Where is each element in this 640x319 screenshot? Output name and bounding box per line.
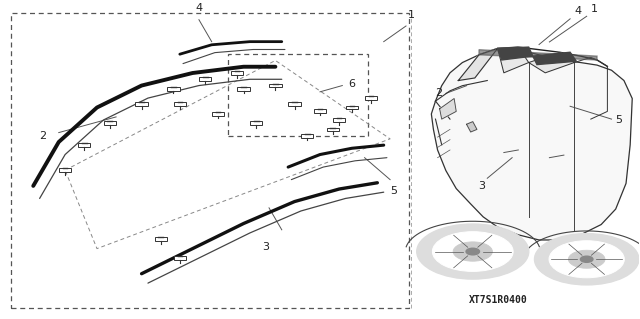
Text: XT7S1R0400: XT7S1R0400	[469, 295, 528, 305]
Text: 2: 2	[436, 88, 443, 98]
Bar	[237, 87, 250, 91]
Polygon shape	[467, 122, 477, 132]
Bar	[199, 78, 211, 81]
Text: 4: 4	[574, 6, 581, 16]
Polygon shape	[533, 52, 577, 64]
Text: 1: 1	[408, 10, 415, 20]
Text: 2: 2	[39, 131, 46, 141]
Circle shape	[580, 256, 593, 262]
Circle shape	[433, 232, 513, 271]
Bar	[228, 54, 368, 136]
Bar	[173, 256, 186, 260]
Polygon shape	[498, 47, 533, 60]
Bar	[346, 106, 358, 109]
Bar	[333, 118, 345, 122]
Bar	[173, 102, 186, 106]
Polygon shape	[440, 99, 456, 119]
Polygon shape	[498, 47, 529, 73]
Bar	[104, 121, 116, 125]
Text: 6: 6	[349, 79, 356, 89]
Circle shape	[453, 242, 492, 261]
Bar	[212, 112, 224, 116]
Bar	[314, 109, 326, 113]
Polygon shape	[431, 50, 632, 240]
Bar	[269, 84, 282, 87]
Polygon shape	[479, 50, 597, 60]
Bar	[231, 71, 243, 75]
Text: 5: 5	[390, 186, 397, 196]
Bar	[11, 13, 409, 308]
Bar	[136, 102, 148, 106]
Text: 1: 1	[591, 4, 598, 14]
Bar	[59, 168, 71, 172]
Circle shape	[534, 234, 639, 285]
Circle shape	[417, 224, 529, 279]
Circle shape	[568, 250, 605, 268]
Text: 4: 4	[195, 4, 202, 13]
Bar	[289, 102, 301, 106]
Polygon shape	[529, 52, 574, 73]
Text: 3: 3	[478, 181, 485, 191]
Bar	[301, 134, 314, 137]
Bar	[167, 87, 180, 91]
Bar	[155, 237, 167, 241]
Text: 3: 3	[262, 242, 269, 252]
Circle shape	[466, 248, 479, 255]
Circle shape	[549, 241, 624, 278]
Text: 5: 5	[616, 115, 623, 125]
Bar	[365, 96, 377, 100]
Polygon shape	[458, 48, 498, 80]
Bar	[78, 143, 90, 147]
Bar	[326, 128, 339, 131]
Bar	[250, 121, 262, 125]
